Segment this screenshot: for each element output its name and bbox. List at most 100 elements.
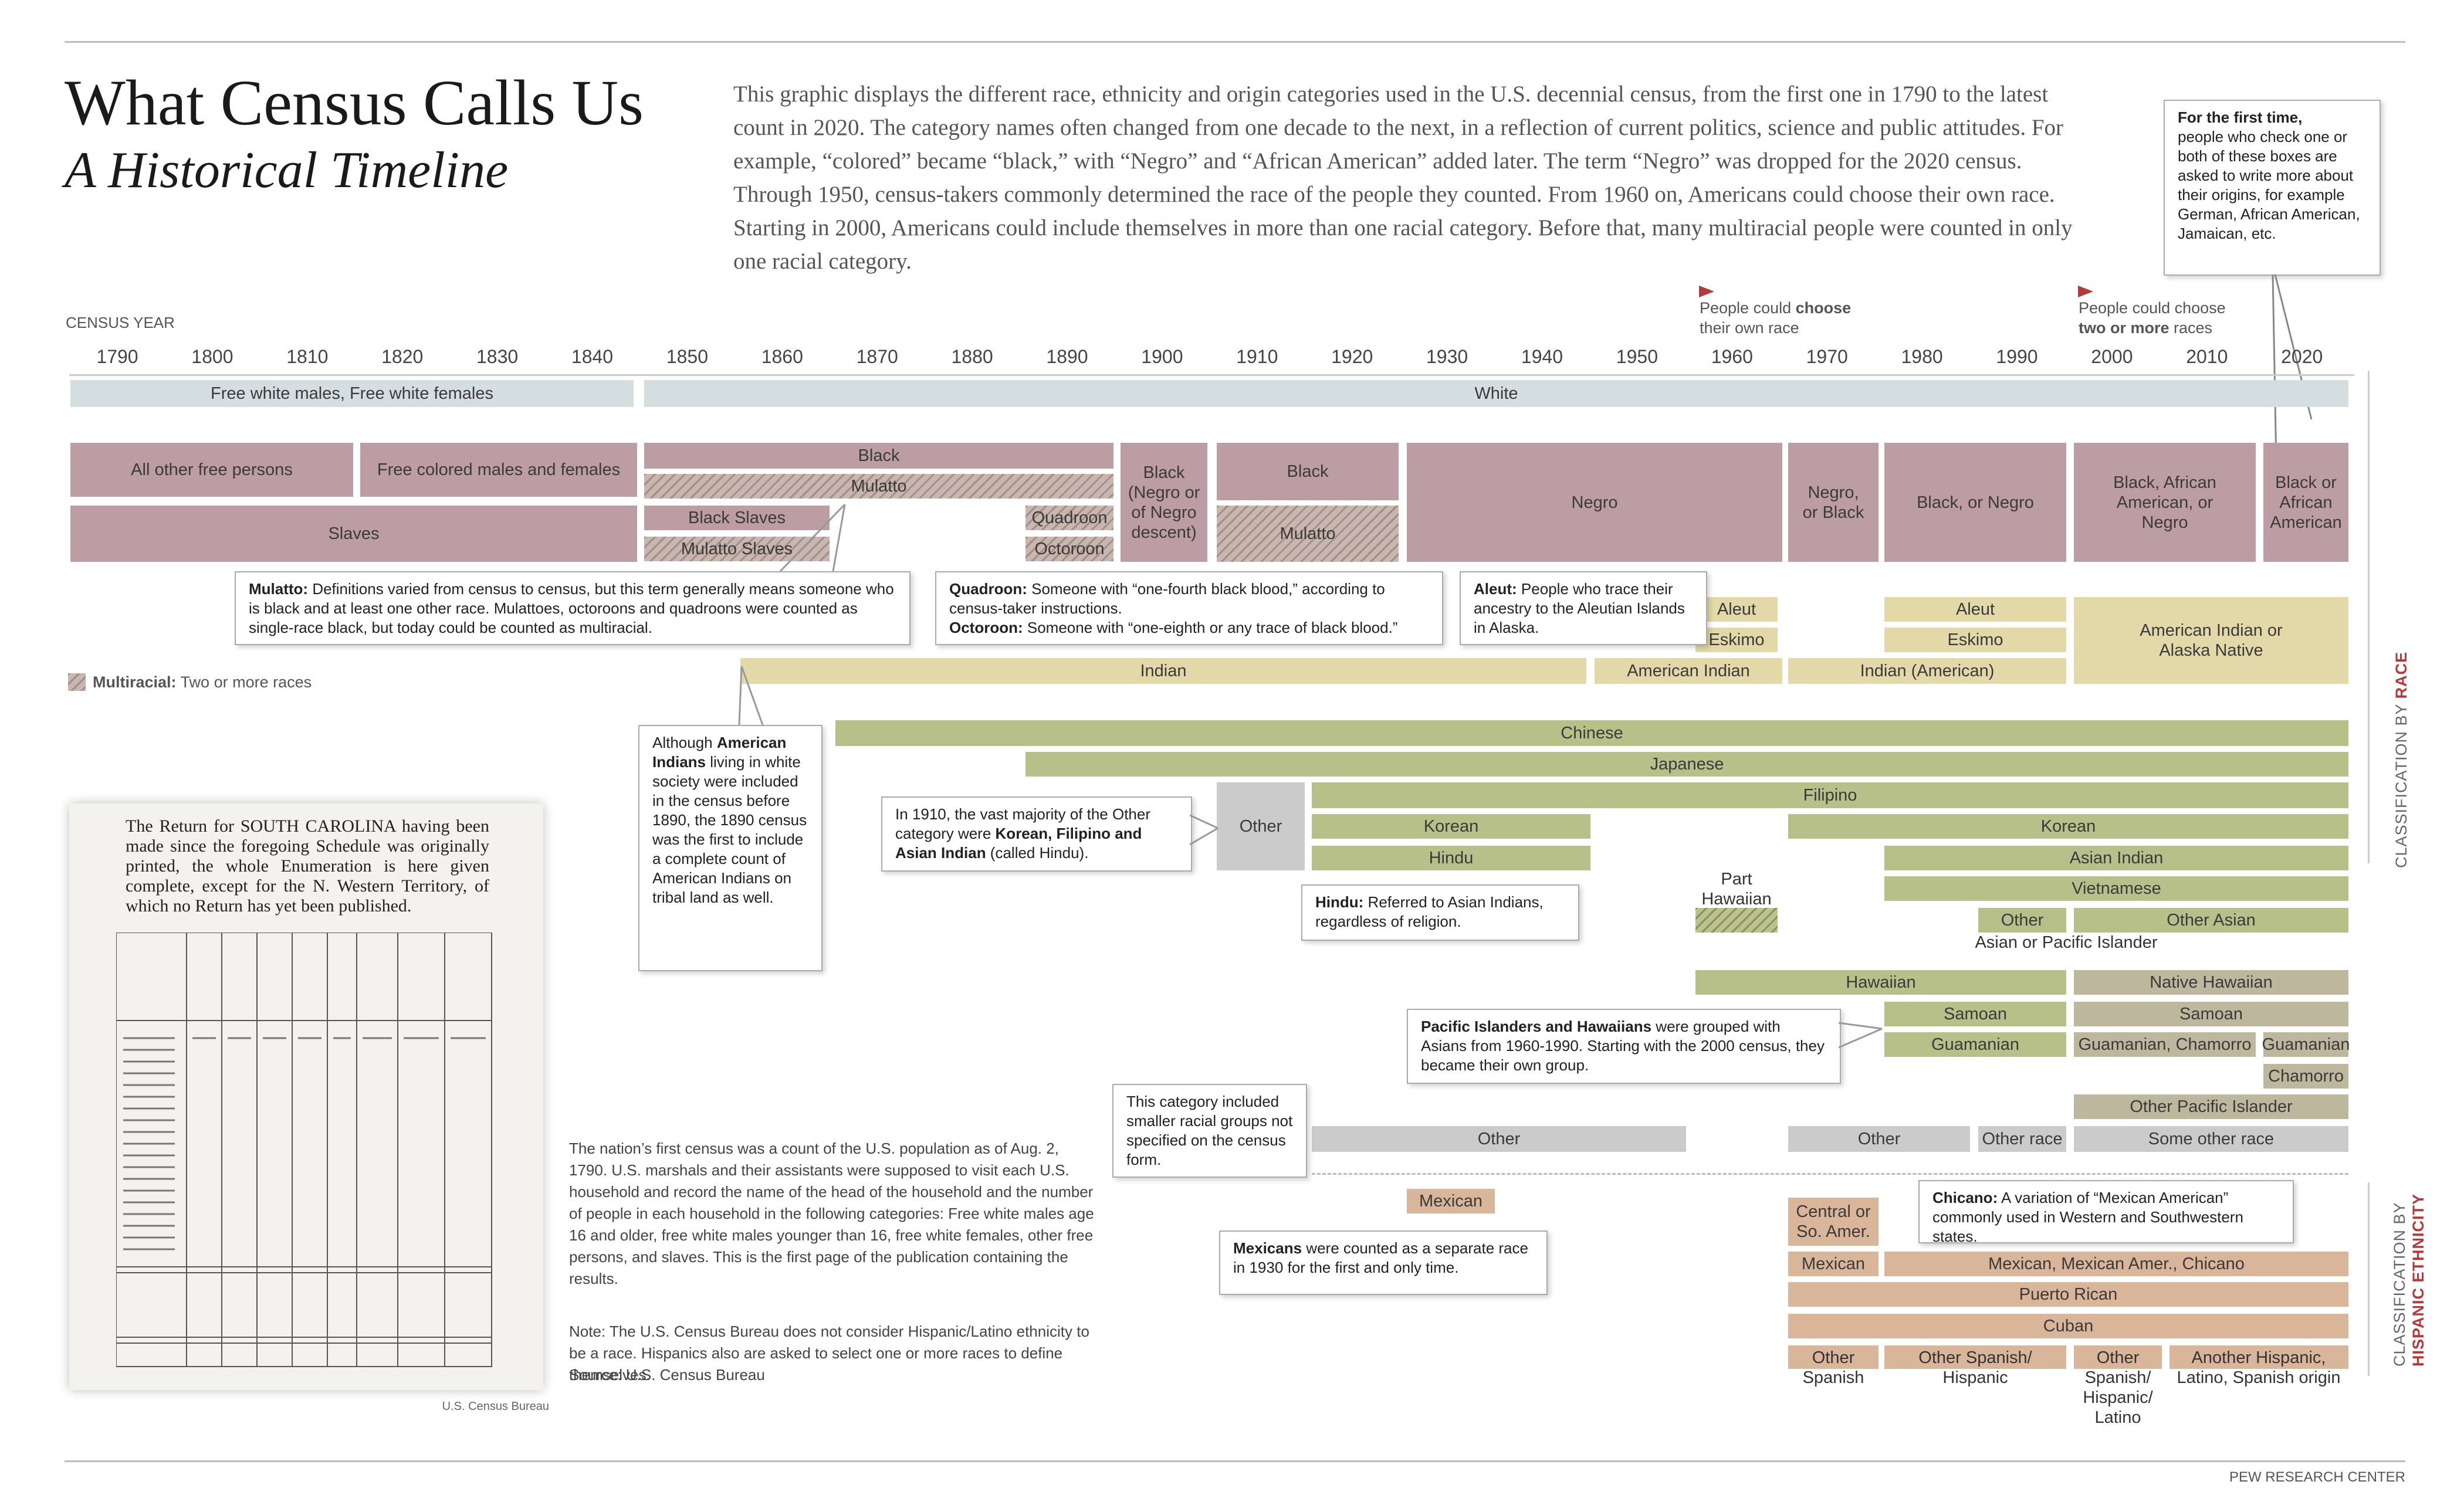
side-label-race: CLASSIFICATION BY RACE — [2392, 652, 2411, 868]
bar-other-1920: Other — [1312, 1126, 1686, 1152]
note-octoroon-bold: Octoroon: — [949, 619, 1023, 636]
bar-negro: Negro — [1407, 443, 1782, 562]
note-octoroon-text: Someone with “one-eighth or any trace of… — [1023, 619, 1398, 636]
bar-korean-1970: Korean — [1788, 814, 2348, 839]
bar-guamanian-2020: Guamanian — [2262, 1032, 2350, 1057]
bar-guamanian-chamorro: Guamanian, Chamorro — [2074, 1032, 2256, 1057]
year-tick-1980: 1980 — [1901, 346, 1943, 367]
year-tick-1790: 1790 — [96, 346, 138, 367]
year-tick-2020: 2020 — [2281, 346, 2323, 367]
year-tick-1960: 1960 — [1711, 346, 1753, 367]
multi-race-text-a: People could choose — [2079, 299, 2226, 317]
bar-chamorro: Chamorro — [2263, 1064, 2348, 1089]
description-paragraph: The nation’s first census was a count of… — [569, 1140, 1094, 1287]
year-tick-1990: 1990 — [1996, 346, 2038, 367]
note-aleut-bold: Aleut: — [1474, 580, 1517, 598]
label-other-shl: Other Spanish/ Hispanic/ Latino — [2083, 1348, 2153, 1427]
bar-eskimo-1960: Eskimo — [1695, 628, 1778, 652]
bar-japanese: Japanese — [1025, 752, 2348, 777]
note-hispanic: Note: The U.S. Census Bureau does not co… — [569, 1323, 1089, 1384]
year-tick-1940: 1940 — [1521, 346, 1563, 367]
note-smaller-text: This category included smaller racial gr… — [1126, 1093, 1293, 1168]
year-tick-1870: 1870 — [856, 346, 898, 367]
note-mexicans: Mexicans were counted as a separate race… — [1219, 1230, 1548, 1295]
choose-race-flag-icon — [1699, 286, 1714, 297]
first-time-note: For the first time, people who check one… — [2164, 100, 2381, 276]
multiracial-legend: Multiracial: Two or more races — [93, 673, 312, 691]
bar-filipino: Filipino — [1312, 782, 2348, 808]
year-tick-1860: 1860 — [761, 346, 803, 367]
bar-part-hawaiian — [1695, 908, 1778, 933]
year-tick-1890: 1890 — [1046, 346, 1088, 367]
bar-asian-indian: Asian Indian — [1884, 846, 2348, 870]
bar-indian-american: Indian (American) — [1788, 658, 2066, 684]
bar-free-white: Free white males, Free white females — [70, 380, 634, 407]
side-label-race-b: RACE — [2392, 651, 2410, 699]
year-tick-1830: 1830 — [476, 346, 519, 367]
note-pacific: Pacific Islanders and Hawaiians were gro… — [1407, 1009, 1841, 1084]
note-aleut: Aleut: People who trace their ancestry t… — [1460, 571, 1707, 645]
bar-other-pi: Other Pacific Islander — [2074, 1094, 2348, 1119]
multi-race-text-b: two or more — [2079, 319, 2169, 337]
year-tick-1840: 1840 — [571, 346, 614, 367]
bar-eskimo-1980: Eskimo — [1884, 628, 2066, 652]
note-other-1910-pointer — [1189, 814, 1219, 846]
bar-samoan-1980: Samoan — [1884, 1002, 2066, 1026]
bar-another-hispanic-fill — [2169, 1345, 2348, 1369]
note-chicano: Chicano: A variation of “Mexican America… — [1918, 1180, 2294, 1245]
bar-black-slaves: Black Slaves — [644, 506, 830, 530]
year-tick-2000: 2000 — [2091, 346, 2133, 367]
legend-text: Two or more races — [176, 673, 312, 691]
note-aleut-text: People who trace their ancestry to the A… — [1474, 580, 1685, 636]
census-document-image: The Return for SOUTH CAROLINA having bee… — [69, 804, 549, 1413]
year-tick-2010: 2010 — [2186, 346, 2228, 367]
race-bracket-line — [2368, 371, 2370, 863]
bar-samoan-2000: Samoan — [2074, 1002, 2348, 1026]
choose-race-note: People could choose their own race — [1700, 298, 1851, 338]
bar-black-1900: Black (Negro or of Negro descent) — [1121, 443, 1207, 562]
note-mexicans-text: were counted as a separate race in 1930 … — [1233, 1239, 1528, 1276]
bar-quadroon: Quadroon — [1025, 506, 1113, 530]
bar-mulatto-1910: Mulatto — [1217, 506, 1399, 562]
first-time-note-bold: For the first time, — [2178, 109, 2303, 126]
note-hindu-text: Referred to Asian Indians, regardless of… — [1315, 893, 1544, 930]
label-other-spanish-hispanic: Other Spanish/ Hispanic — [1918, 1348, 2032, 1387]
legend-bold: Multiracial: — [93, 673, 177, 691]
note-indians-pointer — [738, 666, 764, 726]
page-subtitle: A Historical Timeline — [65, 142, 509, 199]
multi-race-flag-icon — [2078, 286, 2093, 297]
note-quadroon-bold: Quadroon: — [949, 580, 1027, 598]
source-line: Source: U.S. Census Bureau — [569, 1366, 765, 1384]
hispanic-bracket-line — [2368, 1182, 2370, 1376]
note-quadroon-text: Someone with “one-fourth black blood,” a… — [949, 580, 1385, 617]
label-asian-pacific-islander: Asian or Pacific Islander — [1975, 933, 2158, 952]
year-tick-1970: 1970 — [1806, 346, 1848, 367]
bar-aleut-1980: Aleut — [1884, 597, 2066, 622]
bar-all-other-free: All other free persons — [70, 443, 353, 497]
bar-other-1910: Other — [1217, 782, 1305, 870]
label-another-hispanic: Another Hispanic, Latino, Spanish origin — [2177, 1348, 2341, 1387]
label-part-hawaiian: Part Hawaiian — [1701, 870, 1772, 908]
choose-race-text-c: their own race — [1700, 319, 1799, 337]
top-rule — [65, 41, 2405, 43]
year-tick-1950: 1950 — [1616, 346, 1658, 367]
note-mulatto: Mulatto: Definitions varied from census … — [235, 571, 911, 645]
note-other-1910-text-a: In 1910, the vast majority of the Other … — [895, 805, 1151, 842]
note-chicano-bold: Chicano: — [1932, 1189, 1998, 1206]
bar-american-indian: American Indian — [1595, 658, 1782, 684]
bar-central-so-amer: Central or So. Amer. — [1788, 1198, 1879, 1246]
document-heading: The Return for SOUTH CAROLINA having bee… — [126, 816, 489, 916]
bar-vietnamese: Vietnamese — [1884, 876, 2348, 901]
side-label-hispanic-a: CLASSIFICATION BY — [2391, 1202, 2408, 1367]
bar-negro-or-black: Negro, or Black — [1788, 443, 1879, 562]
bar-other-1970: Other — [1788, 1126, 1970, 1152]
note-indians-text-b: living in white society were included in… — [652, 753, 807, 906]
bar-native-hawaiian: Native Hawaiian — [2074, 970, 2348, 995]
bar-hawaiian: Hawaiian — [1695, 970, 2066, 995]
bar-black-aa-negro: Black, African American, or Negro — [2074, 443, 2256, 562]
bar-black-1910: Black — [1217, 443, 1399, 500]
note-pacific-text: were grouped with Asians from 1960-1990.… — [1421, 1018, 1825, 1074]
year-tick-1930: 1930 — [1426, 346, 1468, 367]
bar-other-race: Other race — [1978, 1126, 2066, 1152]
note-mulatto-text: Definitions varied from census to census… — [249, 580, 894, 636]
